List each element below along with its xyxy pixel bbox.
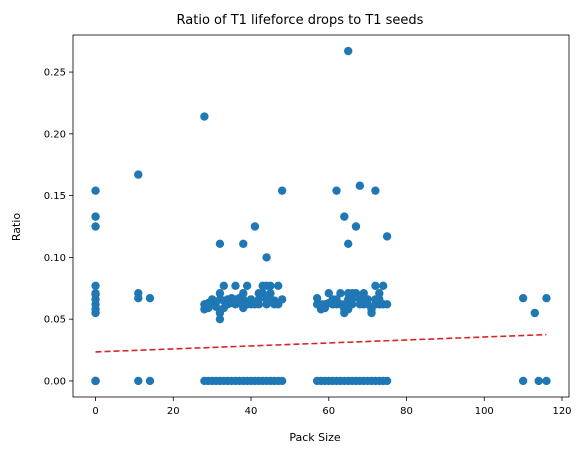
- y-tick-label: 0.00: [44, 376, 66, 387]
- data-point: [250, 222, 260, 231]
- data-point: [242, 281, 252, 291]
- data-point: [274, 281, 283, 291]
- data-point: [145, 376, 155, 386]
- data-point: [344, 239, 353, 248]
- data-point: [347, 295, 357, 304]
- data-point: [344, 46, 353, 56]
- data-point: [91, 289, 100, 298]
- data-point: [351, 222, 361, 231]
- data-point: [239, 239, 248, 248]
- data-point: [382, 232, 392, 241]
- data-point: [542, 376, 551, 386]
- data-point: [382, 376, 392, 386]
- x-tick-label: 80: [400, 406, 413, 417]
- x-tick-label: 40: [245, 406, 258, 417]
- data-point: [134, 376, 143, 386]
- plot-frame: [72, 34, 570, 398]
- x-axis-ticks: 0 20 40 60 80 100 120: [92, 397, 572, 417]
- y-tick-label: 0.25: [44, 68, 66, 79]
- data-point: [363, 295, 372, 304]
- chart-title: Ratio of T1 lifeforce drops to T1 seeds: [177, 13, 424, 28]
- x-tick-label: 20: [167, 406, 180, 417]
- data-point: [215, 239, 225, 248]
- data-point: [254, 295, 264, 304]
- data-point: [200, 112, 209, 121]
- data-point: [542, 293, 551, 303]
- data-point: [351, 289, 361, 298]
- data-point: [91, 281, 100, 291]
- data-point: [371, 281, 380, 291]
- data-point: [134, 289, 143, 298]
- data-point: [530, 308, 539, 318]
- data-point: [266, 281, 275, 291]
- data-point: [215, 289, 225, 298]
- y-axis-ticks: 0.00 0.05 0.10 0.15 0.20 0.25: [44, 68, 73, 387]
- data-point: [332, 186, 341, 195]
- x-tick-label: 100: [475, 406, 494, 417]
- y-tick-label: 0.10: [44, 253, 66, 264]
- y-tick-label: 0.20: [44, 129, 66, 140]
- data-point: [91, 376, 100, 386]
- data-point: [518, 376, 528, 386]
- data-point: [359, 289, 368, 298]
- data-point: [277, 295, 287, 304]
- data-point: [91, 222, 100, 231]
- data-point: [219, 281, 229, 291]
- x-tick-label: 60: [322, 406, 335, 417]
- data-point: [258, 289, 267, 298]
- y-tick-label: 0.15: [44, 191, 66, 202]
- data-point: [91, 212, 100, 221]
- x-tick-label: 0: [92, 406, 98, 417]
- data-point: [324, 289, 333, 298]
- data-point: [340, 212, 349, 221]
- data-point: [277, 186, 287, 195]
- data-points: [91, 46, 551, 386]
- data-point: [355, 181, 365, 190]
- trend-line: [95, 333, 547, 353]
- data-point: [518, 293, 528, 303]
- x-axis-label: Pack Size: [289, 431, 341, 444]
- data-point: [215, 314, 225, 324]
- data-point: [134, 170, 143, 179]
- data-point: [262, 253, 271, 262]
- y-tick-label: 0.05: [44, 315, 66, 326]
- data-point: [375, 289, 384, 298]
- y-axis-label: Ratio: [10, 213, 23, 242]
- data-point: [91, 186, 100, 195]
- data-point: [312, 293, 322, 303]
- data-point: [378, 281, 388, 291]
- data-point: [277, 376, 287, 386]
- data-point: [231, 281, 240, 291]
- data-point: [382, 300, 392, 309]
- data-point: [239, 289, 248, 298]
- data-point: [145, 293, 155, 303]
- data-point: [371, 186, 380, 195]
- data-point: [534, 376, 543, 386]
- x-tick-label: 120: [552, 406, 571, 417]
- trend-line-group: [95, 333, 547, 353]
- data-point: [336, 289, 345, 298]
- data-point: [266, 289, 275, 298]
